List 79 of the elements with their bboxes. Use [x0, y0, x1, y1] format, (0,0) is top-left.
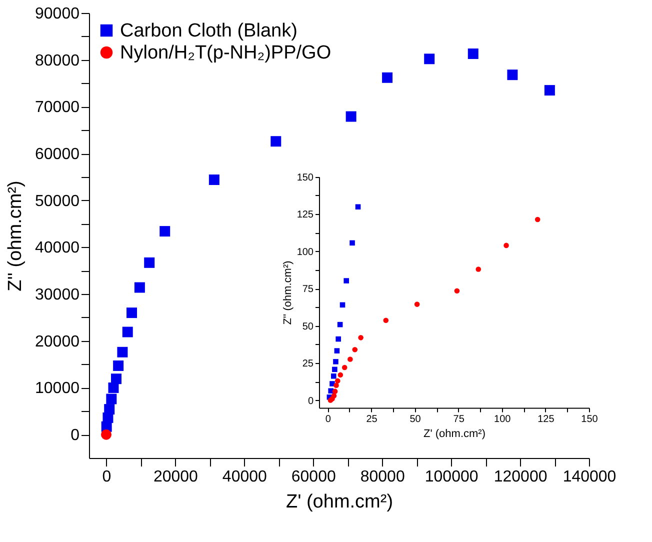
y-tick-label: 80000 [35, 52, 80, 70]
point [504, 242, 509, 248]
point [346, 111, 356, 122]
point [100, 429, 112, 440]
y-tick-label: 25 [302, 358, 314, 370]
point [336, 336, 341, 342]
x-tick-label: 50 [410, 414, 422, 426]
y-tick-label: 125 [296, 210, 314, 221]
point [334, 382, 339, 388]
y-axis-title: Z'' (ohm.cm²) [5, 180, 26, 292]
y-tick-label: 30000 [35, 286, 80, 304]
point [414, 302, 420, 307]
y-tick-label: 150 [296, 172, 314, 184]
x-tick-label: 120000 [494, 468, 548, 486]
x-tick-label: 25 [366, 414, 378, 426]
y-axis-title: Z'' (ohm.cm²) [282, 260, 294, 325]
x-tick-label: 100 [494, 414, 512, 426]
point [334, 378, 340, 384]
x-tick-label: 150 [581, 414, 598, 426]
x-axis-title: Z' (ohm.cm²) [424, 428, 486, 440]
point [344, 278, 349, 284]
point [330, 373, 336, 379]
point [468, 48, 478, 59]
point [355, 204, 361, 210]
point [104, 404, 115, 415]
point [331, 393, 337, 398]
x-tick-label: 0 [325, 414, 332, 426]
point [544, 85, 555, 96]
point [507, 70, 518, 80]
legend-label: Carbon Cloth (Blank) [120, 20, 298, 42]
y-tick-label: 100 [296, 246, 314, 258]
point [334, 348, 340, 354]
point [454, 288, 460, 294]
point [332, 388, 338, 394]
y-tick-label: 40000 [35, 240, 80, 257]
point [348, 356, 353, 362]
point [144, 257, 155, 268]
y-tick-label: 0 [70, 427, 80, 444]
y-tick-label: 0 [308, 396, 314, 407]
point [424, 54, 435, 64]
point [134, 282, 145, 293]
point [476, 266, 482, 272]
point [126, 308, 138, 318]
x-tick-label: 100000 [424, 468, 478, 486]
x-axis-title: Z' (ohm.cm²) [286, 492, 394, 512]
x-tick-label: 0 [102, 468, 112, 486]
y-tick-label: 10000 [35, 380, 80, 398]
y-tick-label: 20000 [35, 333, 80, 350]
y-tick-label: 70000 [35, 99, 80, 116]
x-tick-label: 75 [453, 414, 465, 426]
point [110, 374, 122, 384]
point [338, 372, 344, 378]
point [160, 226, 170, 237]
x-tick-label: 40000 [222, 468, 268, 486]
x-tick-label: 125 [538, 414, 555, 426]
y-tick-label: 75 [302, 284, 314, 296]
point [534, 216, 540, 222]
x-tick-label: 20000 [153, 468, 198, 486]
point [383, 318, 389, 324]
legend-label: Nylon/H₂T(p-NH₂)PP/GO [120, 42, 332, 64]
point [270, 136, 282, 147]
point [352, 346, 358, 352]
point [106, 394, 117, 404]
x-tick-label: 140000 [562, 468, 616, 486]
point [342, 364, 348, 370]
point [332, 366, 338, 372]
y-tick-label: 60000 [35, 146, 80, 164]
point [208, 174, 220, 185]
x-tick-label: 80000 [360, 468, 405, 486]
point [350, 240, 355, 246]
y-tick-label: 50000 [35, 192, 80, 210]
point [117, 346, 128, 358]
point [333, 359, 338, 364]
y-tick-label: 50 [302, 321, 314, 332]
point [113, 360, 124, 371]
point [382, 72, 393, 83]
y-tick-label: 90000 [35, 6, 80, 22]
point [358, 335, 364, 340]
point [122, 326, 133, 338]
